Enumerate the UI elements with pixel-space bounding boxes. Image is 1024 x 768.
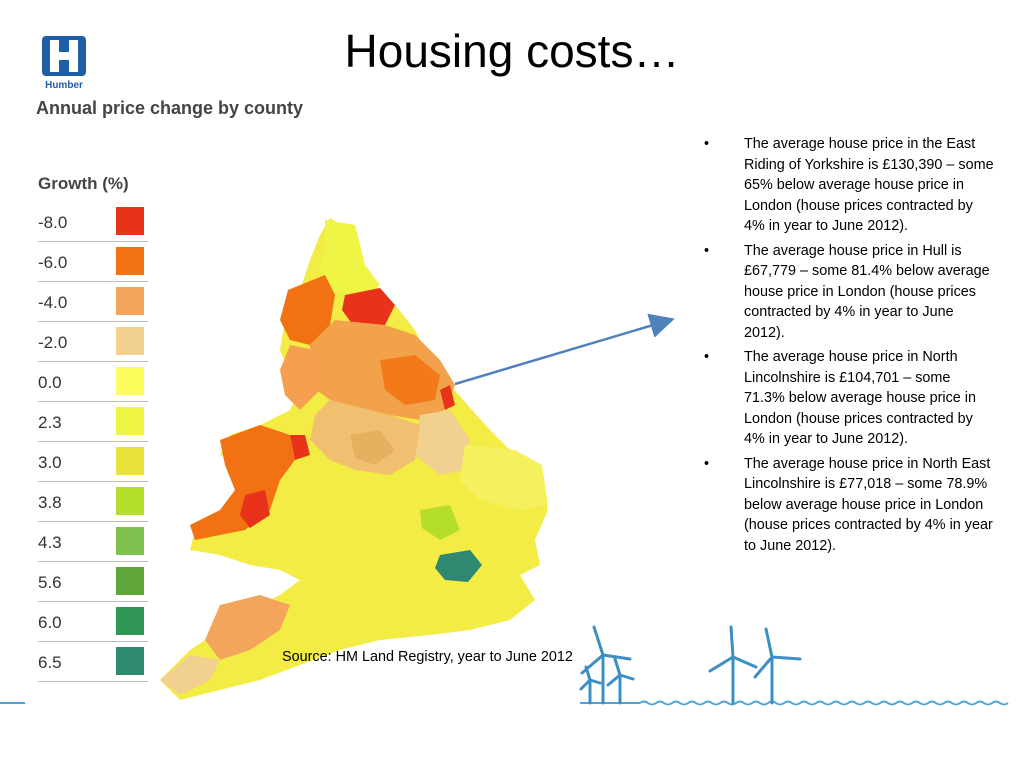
england-wales-map	[160, 218, 548, 700]
bullet-item: • The average house price in North Lincol…	[704, 347, 994, 450]
wind-turbine-icon	[606, 657, 635, 705]
legend-swatch	[116, 607, 144, 635]
legend-label: 6.0	[38, 613, 62, 632]
bullet-icon: •	[704, 349, 710, 365]
bullet-item: • The average house price in Hull is £67,…	[704, 241, 994, 344]
legend-row: 5.6	[38, 562, 148, 602]
legend-row: 0.0	[38, 362, 148, 402]
bullet-text: The average house price in North Lincoln…	[744, 349, 976, 447]
legend-row: 6.5	[38, 642, 148, 682]
legend-label: 5.6	[38, 573, 62, 592]
legend-swatch	[116, 527, 144, 555]
legend-row: -6.0	[38, 242, 148, 282]
bullet-item: • The average house price in North East L…	[704, 454, 994, 557]
bullet-icon: •	[704, 136, 710, 152]
slide-title: Housing costs…	[344, 25, 680, 77]
legend-label: 3.8	[38, 493, 62, 512]
legend-swatch	[116, 247, 144, 275]
bullet-icon: •	[704, 242, 710, 259]
footer-graphic	[0, 625, 1009, 706]
humber-logo: Humber	[40, 34, 88, 94]
legend-label: 4.3	[38, 533, 62, 552]
legend-row: 3.8	[38, 482, 148, 522]
legend-swatch	[116, 207, 144, 235]
legend-label: -8.0	[38, 213, 68, 232]
legend-label: -2.0	[38, 333, 68, 352]
legend-label: -6.0	[38, 253, 68, 272]
info-bullets: • The average house price in the East Rid…	[704, 134, 994, 560]
svg-text:Humber: Humber	[45, 80, 83, 91]
growth-legend: Growth (%) -8.0 -6.0 -4.0 -2.0 0.0 2.3 3.0 3.8 4…	[38, 174, 148, 682]
legend-swatch	[116, 407, 144, 435]
bullet-text: The average house price in North East Li…	[744, 455, 993, 554]
legend-row: 6.0	[38, 602, 148, 642]
legend-swatch	[116, 567, 144, 595]
legend-swatch	[116, 647, 144, 675]
legend-label: -4.0	[38, 293, 68, 312]
legend-swatch	[116, 447, 144, 475]
bullet-text: The average house price in Hull is £67,7…	[744, 242, 990, 341]
bullet-icon: •	[704, 455, 710, 472]
legend-swatch	[116, 287, 144, 315]
legend-row: -8.0	[38, 202, 148, 242]
legend-row: 3.0	[38, 442, 148, 482]
legend-row: -4.0	[38, 282, 148, 322]
legend-swatch	[116, 327, 144, 355]
legend-row: 2.3	[38, 402, 148, 442]
map-subtitle: Annual price change by county	[36, 98, 304, 118]
legend-heading: Growth (%)	[38, 174, 129, 193]
wind-turbine-icon	[708, 625, 758, 705]
source-note: Source: HM Land Registry, year to June 2…	[282, 649, 573, 665]
legend-swatch	[116, 487, 144, 515]
wind-turbine-icon	[579, 665, 602, 705]
legend-label: 0.0	[38, 373, 62, 392]
legend-row: 4.3	[38, 522, 148, 562]
legend-label: 3.0	[38, 453, 62, 472]
wind-turbine-icon	[753, 627, 802, 705]
legend-swatch	[116, 367, 144, 395]
bullet-text: The average house price in the East Ridi…	[744, 136, 994, 234]
legend-row: -2.0	[38, 322, 148, 362]
legend-label: 2.3	[38, 413, 62, 432]
bullet-item: • The average house price in the East Rid…	[704, 134, 994, 237]
legend-label: 6.5	[38, 653, 62, 672]
